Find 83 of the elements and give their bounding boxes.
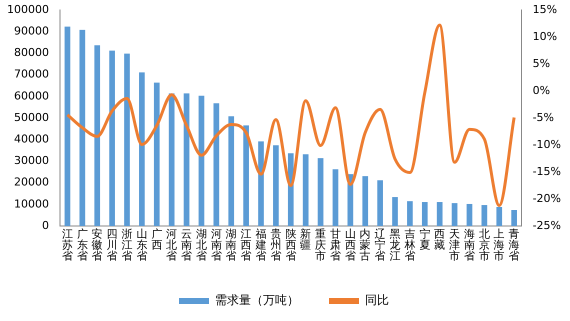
x-tick-label: 天津市 xyxy=(449,227,460,262)
y2-tick-label: -20% xyxy=(532,192,562,205)
bar xyxy=(452,203,458,226)
y-tick-label: 40000 xyxy=(14,132,49,146)
x-tick-label: 黑龙江 xyxy=(390,227,401,262)
x-tick-label: 广东省 xyxy=(76,227,88,262)
bar xyxy=(154,82,160,226)
bar xyxy=(64,26,70,226)
bar xyxy=(377,180,383,226)
bar xyxy=(243,125,249,226)
x-tick-label: 内蒙古 xyxy=(360,227,371,262)
x-tick-label: 河南省 xyxy=(210,227,222,262)
y2-tick-label: -15% xyxy=(532,164,562,178)
bar xyxy=(466,204,472,226)
bar xyxy=(302,154,309,226)
x-tick-label: 安徽省 xyxy=(92,227,103,262)
bar xyxy=(79,30,86,226)
bar xyxy=(496,206,502,226)
x-tick-label: 广西 xyxy=(151,227,162,252)
y-tick-label: 70000 xyxy=(14,68,49,81)
line-series xyxy=(66,24,516,207)
y-tick-label: 90000 xyxy=(14,24,49,38)
bar xyxy=(184,93,190,226)
bar xyxy=(392,197,398,226)
x-tick-label: 甘肃省 xyxy=(330,227,341,262)
bar xyxy=(407,201,413,226)
x-tick-label: 河北省 xyxy=(166,227,178,262)
y-tick-label: 0 xyxy=(42,218,49,232)
x-tick-label: 吉林省 xyxy=(403,227,416,262)
y-tick-label: 80000 xyxy=(14,46,49,60)
x-tick-label: 上海市 xyxy=(494,227,505,262)
x-tick-label: 陕西省 xyxy=(285,227,296,262)
y2-tick-label: -5% xyxy=(532,110,554,124)
bar xyxy=(511,210,517,226)
y2-tick-label: 10% xyxy=(532,30,558,43)
bar xyxy=(422,202,428,226)
x-tick-label: 福建省 xyxy=(254,227,267,262)
y-tick-label: 50000 xyxy=(14,110,49,124)
x-tick-label: 宁夏 xyxy=(419,227,430,252)
x-tick-label: 青海省 xyxy=(508,227,520,262)
bar xyxy=(332,169,338,226)
y-tick-label: 10000 xyxy=(14,197,49,210)
bar xyxy=(124,54,130,226)
bar xyxy=(139,72,145,226)
x-tick-label: 湖南省 xyxy=(226,227,237,262)
x-tick-label: 重庆市 xyxy=(315,227,326,262)
bar xyxy=(273,145,279,226)
legend-label: 同比 xyxy=(365,293,389,308)
bar xyxy=(168,93,175,226)
bar xyxy=(109,50,115,226)
bar xyxy=(213,103,220,226)
y2-tick-label: 0% xyxy=(532,84,550,97)
bar xyxy=(94,45,100,226)
bar xyxy=(482,205,488,226)
x-tick-label: 云南省 xyxy=(181,227,192,262)
y-tick-label: 20000 xyxy=(14,176,49,189)
y2-tick-label: -10% xyxy=(532,138,562,151)
x-tick-label: 北京市 xyxy=(478,227,490,262)
bar xyxy=(436,202,443,226)
bar xyxy=(318,158,324,226)
bar xyxy=(198,96,204,226)
x-tick-label: 辽宁省 xyxy=(374,227,386,262)
x-tick-label: 湖北省 xyxy=(196,227,207,262)
x-tick-label: 西藏 xyxy=(434,227,446,252)
y-tick-label: 60000 xyxy=(14,89,49,102)
x-tick-label: 江西省 xyxy=(240,227,252,262)
x-tick-label: 山西省 xyxy=(344,227,356,262)
y2-tick-label: -25% xyxy=(532,218,562,232)
x-tick-label: 海南省 xyxy=(464,227,475,262)
x-tick-label: 山东省 xyxy=(136,227,148,262)
x-tick-label: 贵州省 xyxy=(270,227,282,262)
bar xyxy=(362,176,368,226)
x-tick-label: 四川省 xyxy=(106,227,118,262)
bar xyxy=(258,141,264,226)
legend-label: 需求量（万吨） xyxy=(215,293,299,308)
x-tick-label: 新疆 xyxy=(300,227,312,252)
bar xyxy=(228,116,234,226)
y-tick-label: 30000 xyxy=(14,154,49,168)
y2-tick-label: 5% xyxy=(532,56,550,70)
y-tick-label: 100000 xyxy=(6,2,49,16)
y2-tick-label: 15% xyxy=(532,2,558,16)
x-tick-label: 江苏省 xyxy=(62,227,73,262)
x-tick-label: 浙江省 xyxy=(121,227,132,262)
